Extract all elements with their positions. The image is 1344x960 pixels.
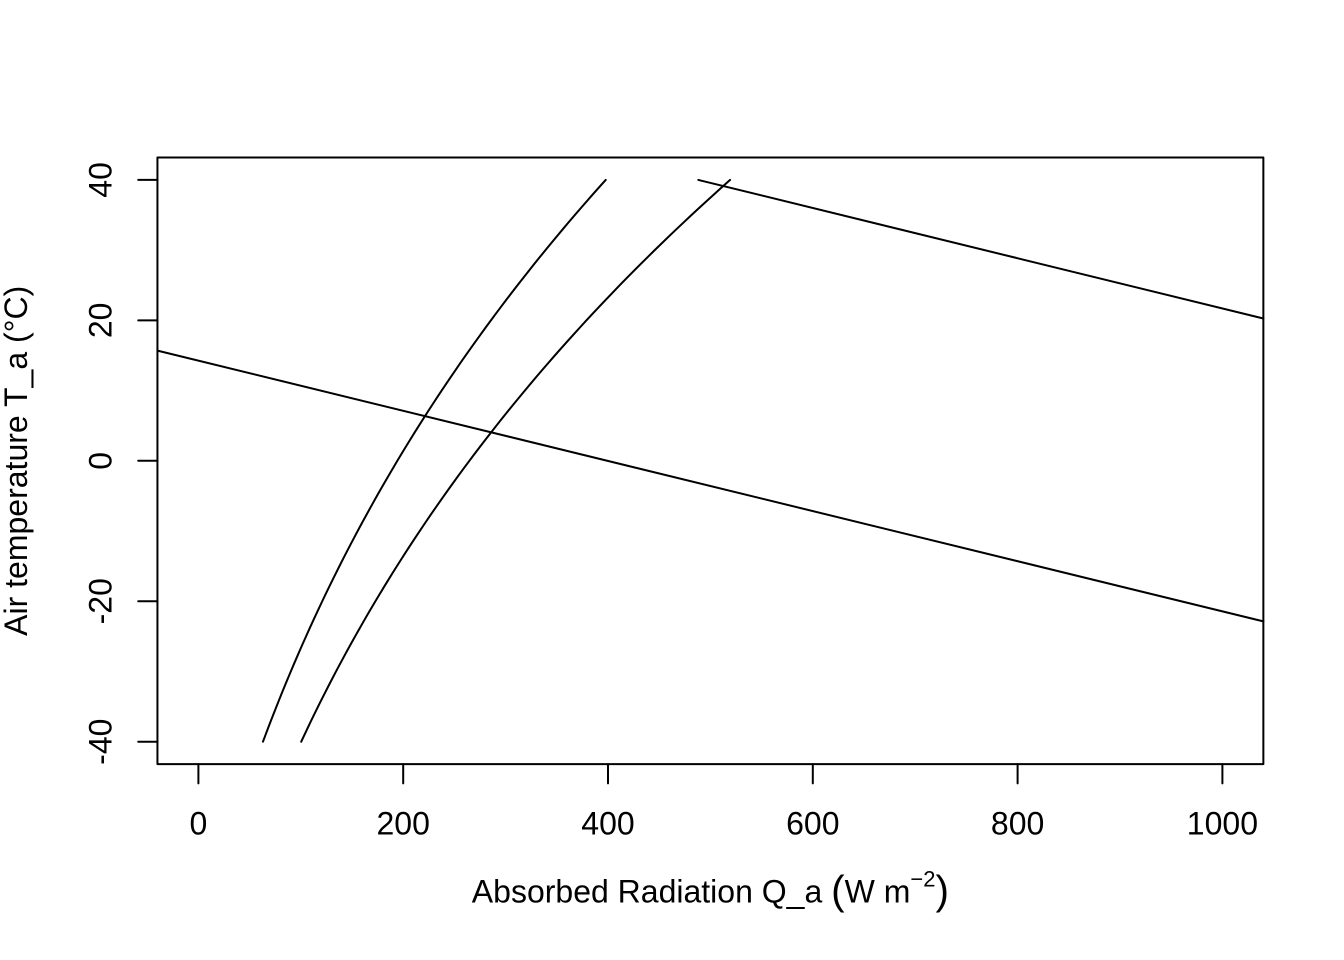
svg-text:20: 20 — [83, 303, 119, 339]
svg-text:400: 400 — [581, 805, 634, 841]
svg-text:Absorbed Radiation Q_a (W m−2): Absorbed Radiation Q_a (W m−2) — [472, 866, 949, 913]
svg-text:0: 0 — [83, 452, 119, 470]
svg-text:0: 0 — [190, 805, 208, 841]
svg-text:40: 40 — [83, 162, 119, 198]
svg-text:-40: -40 — [83, 719, 119, 765]
svg-text:1000: 1000 — [1187, 805, 1258, 841]
svg-text:Air temperature T_a (°C): Air temperature T_a (°C) — [0, 286, 34, 636]
svg-text:200: 200 — [377, 805, 430, 841]
svg-text:800: 800 — [991, 805, 1044, 841]
svg-text:600: 600 — [786, 805, 839, 841]
svg-text:-20: -20 — [83, 578, 119, 624]
